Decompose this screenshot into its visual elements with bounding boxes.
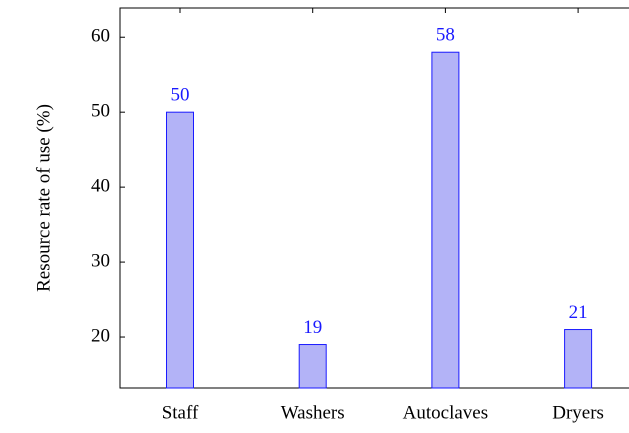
value-label: 58 [436, 25, 455, 46]
bar [298, 344, 327, 389]
x-tick-label: Washers [281, 402, 345, 423]
y-tick-label: 60 [91, 26, 110, 47]
y-tick-label: 20 [91, 325, 110, 346]
value-label: 50 [171, 85, 190, 106]
value-label: 21 [569, 302, 588, 323]
y-tick-label: 50 [91, 101, 110, 122]
y-tick-label: 30 [91, 250, 110, 271]
x-tick-label: Staff [162, 402, 199, 423]
x-tick-label: Autoclaves [403, 402, 488, 423]
value-label: 19 [303, 317, 322, 338]
bar [166, 111, 194, 389]
y-tick-label: 40 [91, 175, 110, 196]
bar [564, 329, 593, 389]
bar [431, 51, 460, 389]
y-axis-label: Resource rate of use (%) [33, 104, 54, 292]
axis-frame [119, 7, 629, 389]
x-tick-label: Dryers [552, 402, 604, 423]
